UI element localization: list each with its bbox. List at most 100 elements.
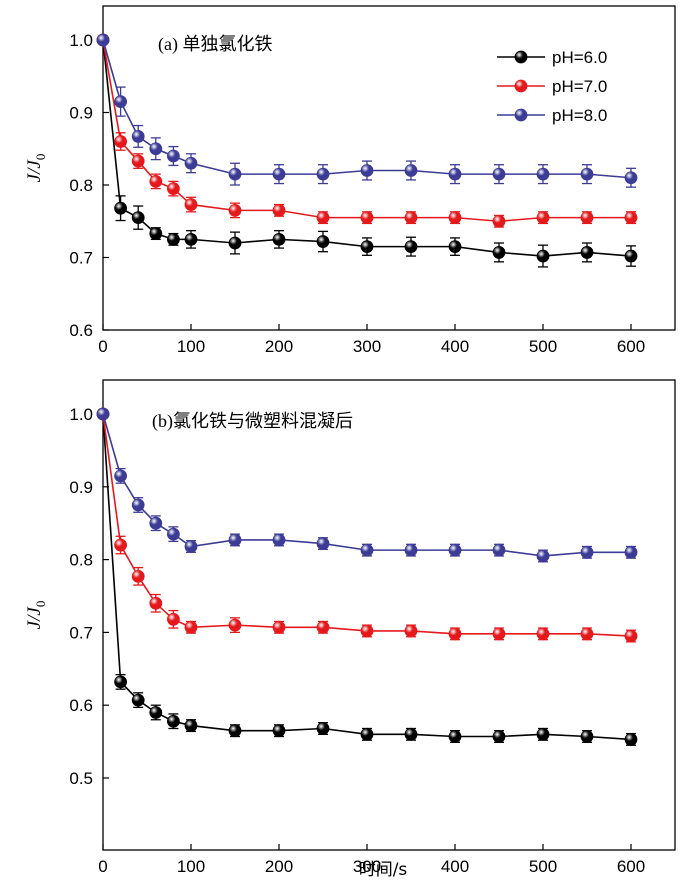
- data-point: [448, 211, 462, 225]
- data-point: [96, 33, 110, 47]
- data-point: [580, 627, 594, 641]
- x-tick-label: 200: [265, 337, 293, 356]
- data-point: [184, 198, 198, 211]
- data-point: [624, 249, 638, 263]
- data-point: [149, 174, 163, 188]
- data-point: [404, 624, 418, 638]
- data-point: [448, 543, 462, 557]
- data-point: [228, 533, 242, 547]
- data-point: [149, 142, 163, 156]
- y-tick-label: 0.8: [69, 176, 93, 195]
- legend-label: pH=8.0: [552, 106, 607, 125]
- series-line: [102, 413, 632, 741]
- data-point: [624, 211, 638, 225]
- y-tick-label: 1.0: [69, 405, 93, 424]
- data-point: [536, 167, 550, 181]
- data-point: [166, 182, 180, 196]
- data-point: [360, 240, 374, 254]
- data-point: [624, 545, 638, 559]
- y-tick-label: 0.9: [69, 478, 93, 497]
- data-point: [131, 569, 145, 583]
- data-point: [228, 724, 242, 738]
- data-point: [272, 167, 286, 181]
- x-tick-label: 600: [617, 857, 645, 876]
- data-point: [228, 203, 242, 217]
- y-tick-label: 0.7: [69, 249, 93, 268]
- data-point: [492, 627, 506, 641]
- data-point: [228, 167, 242, 181]
- data-point: [360, 164, 374, 177]
- data-point: [448, 167, 462, 181]
- data-point: [404, 211, 418, 225]
- data-point: [184, 156, 198, 170]
- data-point: [580, 246, 594, 259]
- data-point: [492, 543, 506, 557]
- data-point: [404, 164, 418, 177]
- data-point: [272, 724, 286, 738]
- data-point: [272, 232, 286, 246]
- data-point: [96, 407, 110, 421]
- data-point: [228, 618, 242, 632]
- data-point: [184, 540, 198, 553]
- series-line: [102, 39, 632, 179]
- data-point: [316, 722, 330, 735]
- series-line: [102, 39, 632, 257]
- panel-b: (b)氯化铁与微塑料混凝后 0 100 200 300 400 500 600 0.5 0.6 0…: [24, 379, 676, 876]
- data-point: [404, 240, 418, 254]
- data-point: [272, 203, 286, 217]
- data-point: [360, 727, 374, 741]
- x-tick-label: 0: [98, 337, 107, 356]
- legend-marker: [514, 50, 528, 64]
- x-tick-label: 300: [353, 857, 381, 876]
- data-point: [448, 730, 462, 743]
- data-point: [492, 214, 506, 228]
- data-point: [131, 154, 145, 168]
- data-point: [316, 211, 330, 225]
- data-point: [316, 167, 330, 181]
- data-point: [580, 167, 594, 181]
- y-axis-title: J/J0: [24, 154, 48, 183]
- x-tick-label: 500: [529, 337, 557, 356]
- x-axis-title: 时间/s: [359, 860, 408, 880]
- y-tick-label: 1.0: [69, 31, 93, 50]
- data-point: [131, 130, 145, 143]
- series-line: [102, 413, 632, 637]
- data-point: [228, 236, 242, 250]
- data-point: [316, 537, 330, 550]
- data-point: [580, 211, 594, 225]
- x-tick-label: 400: [441, 337, 469, 356]
- data-point: [131, 211, 145, 225]
- series-line: [102, 413, 631, 557]
- data-point: [536, 549, 550, 563]
- data-point: [580, 545, 594, 559]
- data-point: [624, 629, 638, 643]
- data-point: [448, 240, 462, 254]
- y-tick-label: 0.9: [69, 104, 93, 123]
- panel-a-title: (a) 单独氯化铁: [158, 34, 272, 55]
- data-point: [316, 620, 330, 634]
- data-point: [272, 620, 286, 634]
- data-point: [492, 246, 506, 259]
- y-tick-label: 0.7: [69, 623, 93, 642]
- data-point: [149, 596, 163, 610]
- y-axis-title: J/J0: [24, 601, 48, 630]
- legend-label: pH=7.0: [552, 77, 607, 96]
- data-point: [360, 543, 374, 557]
- data-point: [131, 498, 145, 512]
- legend-label: pH=6.0: [552, 48, 607, 67]
- series-line: [102, 39, 631, 223]
- legend-marker: [514, 79, 528, 93]
- plot-frame: [102, 5, 676, 331]
- data-point: [166, 149, 180, 163]
- plot-frame: [102, 379, 676, 851]
- data-point: [149, 706, 163, 719]
- data-point: [404, 727, 418, 741]
- data-point: [114, 95, 127, 109]
- data-point: [149, 227, 163, 240]
- data-point: [404, 543, 418, 557]
- x-tick-label: 200: [265, 857, 293, 876]
- y-tick-label: 0.8: [69, 551, 93, 570]
- data-point: [149, 516, 163, 530]
- panel-a: (a) 单独氯化铁 0 100 200 300 400 500 600 0.6 0.7 0.8 0.…: [24, 5, 676, 356]
- data-point: [272, 533, 286, 547]
